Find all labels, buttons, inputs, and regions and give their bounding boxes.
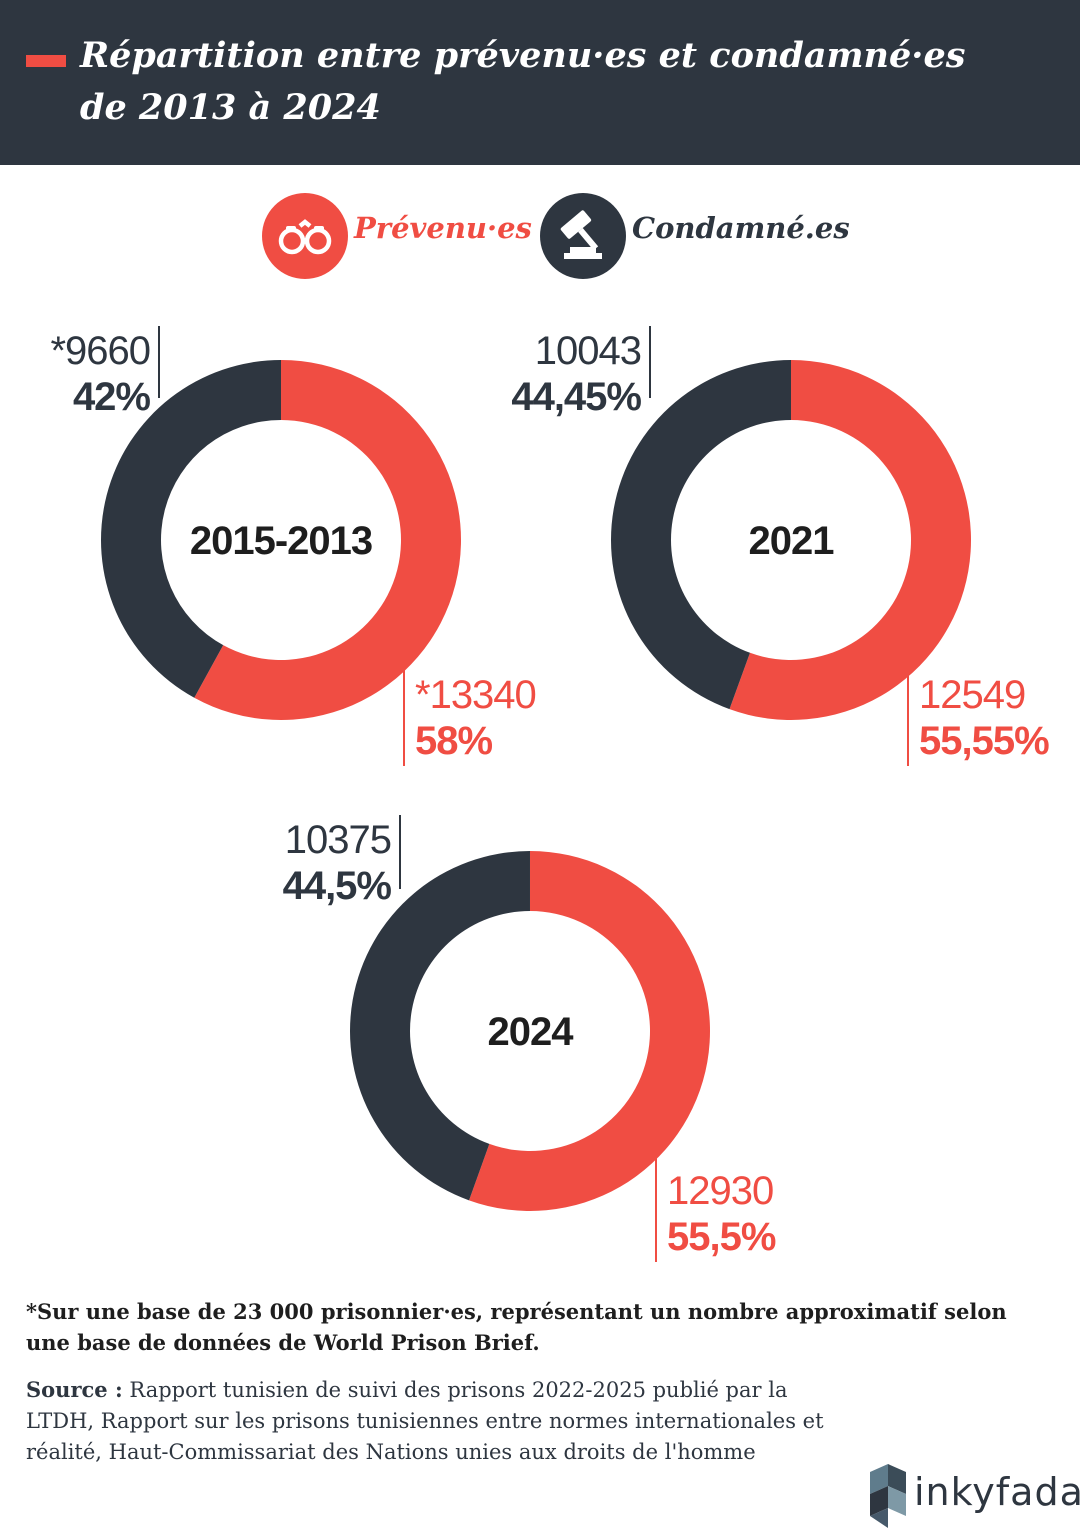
annotation-condamnees: 10043 44,45% (511, 328, 642, 420)
chart-title: Répartition entre prévenu·es et condamné… (80, 30, 1040, 134)
annotation-prevenues: 12930 55,5% (667, 1168, 776, 1260)
annotation-condamnees: *9660 42% (50, 328, 151, 420)
slice-prevenues (469, 851, 710, 1211)
title-accent-dash (26, 55, 66, 67)
source-note: Source : Rapport tunisien de suivi des p… (26, 1374, 826, 1468)
annotation-percent: 44,45% (511, 375, 642, 419)
annotation-value: *9660 (50, 329, 151, 373)
donut-center-label: 2015-2013 (190, 519, 372, 563)
annotation-percent: 58% (415, 719, 493, 763)
annotation-value: 10375 (284, 818, 392, 862)
annotation-line-condamnees (158, 326, 160, 398)
annotation-line-prevenues (655, 1156, 657, 1262)
donut-chart-2: 2021 (611, 360, 971, 720)
slice-prevenues (729, 360, 971, 720)
slice-condamnees (611, 360, 791, 710)
annotation-line-condamnees (399, 815, 401, 889)
donut-chart-3: 2024 (349, 851, 710, 1211)
annotation-percent: 42% (72, 375, 151, 419)
chart-title-line2: de 2013 à 2024 (80, 87, 381, 128)
annotation-value: 10043 (534, 329, 642, 373)
legend-item-condamnees: Condamné.es (540, 193, 850, 279)
annotation-value: *13340 (415, 673, 537, 717)
chart-title-line1: Répartition entre prévenu·es et condamné… (80, 35, 966, 76)
legend-label-condamnees: Condamné.es (632, 211, 850, 245)
footnote: *Sur une base de 23 000 prisonnier·es, r… (26, 1299, 1007, 1355)
annotation-value: 12930 (667, 1169, 774, 1213)
header-banner: Répartition entre prévenu·es et condamné… (0, 0, 1080, 165)
donut-chart-1: 2015-2013 (100, 360, 461, 720)
annotation-percent: 55,55% (919, 719, 1050, 763)
inkyfada-logo: inkyfada (866, 1464, 1080, 1528)
legend-label-prevenues: Prévenu·es (354, 211, 532, 245)
source-text: Rapport tunisien de suivi des prisons 20… (26, 1378, 824, 1464)
annotation-line-prevenues (403, 660, 405, 766)
source-label: Source : (26, 1377, 123, 1402)
annotation-condamnees: 10375 44,5% (282, 817, 392, 909)
legend-item-prevenues: Prévenu·es (262, 193, 532, 279)
annotation-percent: 44,5% (282, 864, 392, 908)
slice-condamnees (349, 851, 530, 1201)
handcuffs-icon (262, 193, 348, 279)
logo-text: inkyfada (914, 1470, 1080, 1514)
annotation-prevenues: 12549 55,55% (919, 672, 1050, 764)
slice-prevenues (194, 360, 461, 720)
annotation-line-prevenues (907, 660, 909, 766)
annotation-line-condamnees (649, 326, 651, 398)
slice-condamnees (100, 360, 281, 698)
donut-center-label: 2024 (488, 1010, 575, 1054)
gavel-icon (540, 193, 626, 279)
donut-center-label: 2021 (749, 519, 835, 563)
logo-mark-icon (870, 1464, 906, 1528)
annotation-value: 12549 (919, 673, 1026, 717)
annotation-prevenues: *13340 58% (415, 672, 537, 764)
annotation-percent: 55,5% (667, 1215, 776, 1259)
